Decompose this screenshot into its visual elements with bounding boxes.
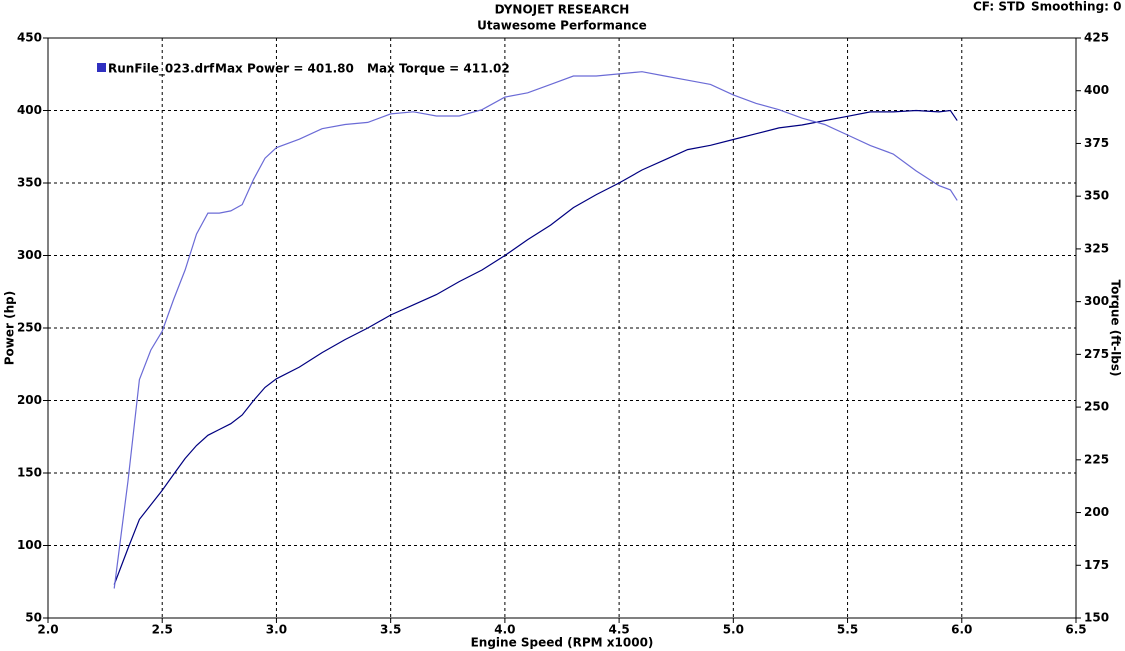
x-tick-label: 4.5	[608, 623, 629, 637]
legend-max-torque: Max Torque = 411.02	[367, 62, 510, 76]
y2-axis-label: Torque (ft-lbs)	[1109, 280, 1123, 377]
y2-tick-label: 425	[1084, 31, 1109, 45]
y2-tick-label: 150	[1084, 611, 1109, 625]
legend-run: RunFile_023.drf	[108, 62, 215, 77]
y-tick-label: 350	[17, 176, 42, 190]
legend-max-power: Max Power = 401.80	[215, 62, 354, 76]
series-line	[113, 71, 958, 589]
smoothing-label: Smoothing: 0	[1031, 0, 1122, 14]
y2-tick-label: 325	[1084, 241, 1109, 255]
y-tick-label: 250	[17, 321, 42, 335]
y-tick-label: 450	[17, 31, 42, 45]
plot-frame	[47, 37, 1077, 619]
y-tick-label: 300	[17, 248, 42, 262]
series-line	[113, 109, 958, 585]
y-tick-label: 200	[17, 393, 42, 407]
chart-title: DYNOJET RESEARCH	[495, 3, 630, 17]
x-tick-label: 2.5	[152, 623, 173, 637]
y-tick-label: 50	[25, 611, 42, 625]
y2-tick-label: 250	[1084, 400, 1109, 414]
x-tick-label: 6.5	[1065, 623, 1086, 637]
y2-tick-label: 275	[1084, 347, 1109, 361]
x-tick-label: 6.0	[951, 623, 972, 637]
y2-tick-label: 225	[1084, 452, 1109, 466]
y2-tick-label: 300	[1084, 294, 1109, 308]
y2-tick-label: 350	[1084, 189, 1109, 203]
x-tick-label: 5.0	[723, 623, 744, 637]
y2-tick-label: 400	[1084, 83, 1109, 97]
y2-tick-label: 200	[1084, 505, 1109, 519]
correction-label: CF: STD	[973, 0, 1025, 14]
x-tick-label: 5.5	[837, 623, 858, 637]
x-axis-label: Engine Speed (RPM x1000)	[471, 636, 654, 650]
x-tick-label: 3.0	[266, 623, 287, 637]
y2-tick-label: 375	[1084, 136, 1109, 150]
x-tick-label: 2.0	[37, 623, 58, 637]
chart-subtitle: Utawesome Performance	[477, 19, 647, 33]
y-tick-label: 400	[17, 103, 42, 117]
y-axis-label: Power (hp)	[3, 291, 17, 365]
x-tick-label: 4.0	[494, 623, 515, 637]
y2-tick-label: 175	[1084, 558, 1109, 572]
x-tick-label: 3.5	[380, 623, 401, 637]
y-tick-label: 150	[17, 466, 42, 480]
legend-swatch	[97, 63, 106, 72]
y-tick-label: 100	[17, 538, 42, 552]
